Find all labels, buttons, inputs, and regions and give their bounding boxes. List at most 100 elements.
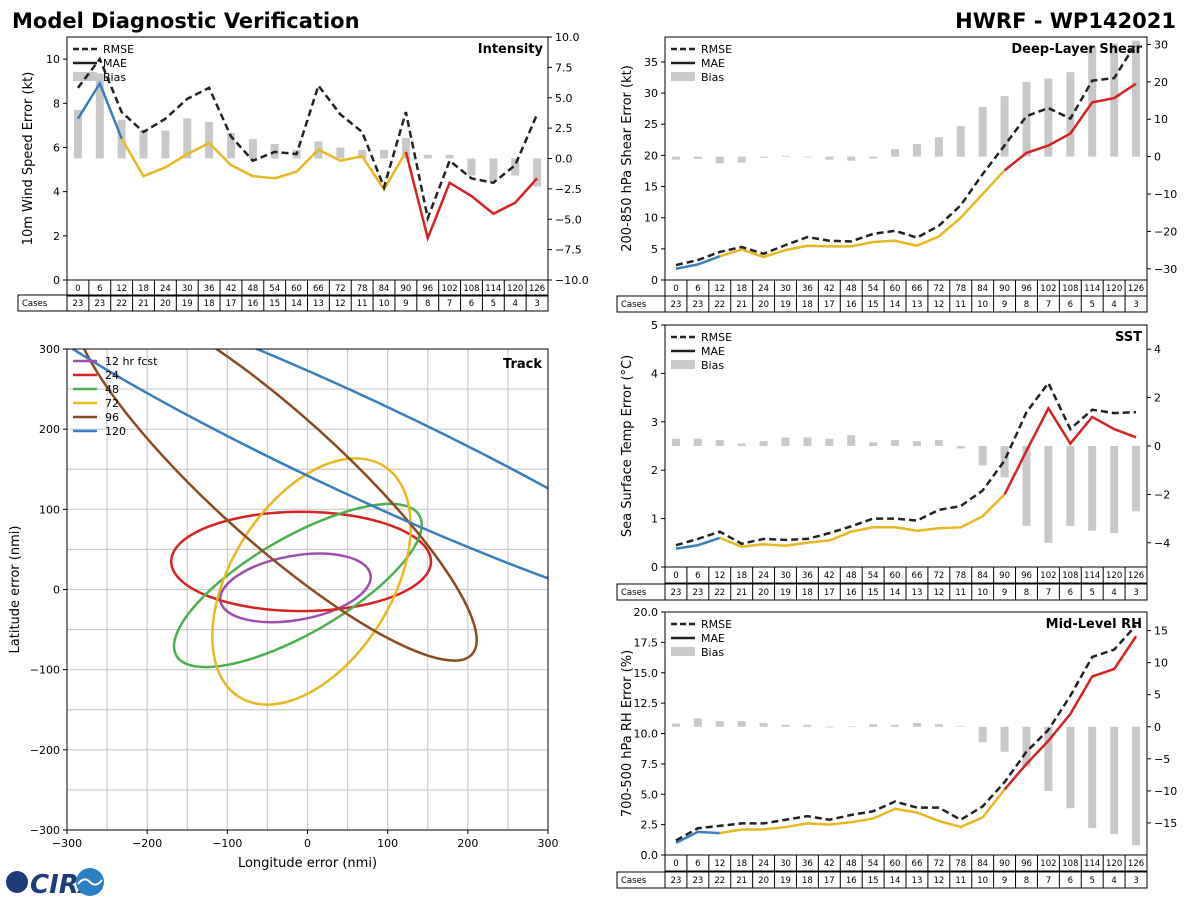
case-count-126: 3: [1133, 300, 1138, 310]
error-ellipse-24: [169, 510, 433, 613]
logo-wave-stroke: [77, 878, 103, 886]
y2-tick-label: 5: [1154, 689, 1161, 702]
hour-label-12: 12: [714, 571, 725, 581]
case-count-6: 23: [692, 876, 703, 886]
bias-bar-78: [358, 149, 367, 159]
bias-bar-108: [1066, 726, 1075, 809]
rmse-line: [76, 56, 539, 223]
bias-bar-36: [803, 724, 812, 727]
bias-bar-6: [693, 438, 702, 446]
case-count-114: 5: [491, 299, 496, 309]
case-count-18: 21: [736, 300, 747, 310]
bias-bar-0: [671, 156, 680, 160]
panel-title: Mid-Level RH: [1046, 617, 1142, 632]
hour-label-60: 60: [890, 284, 901, 294]
y-axis-label: Latitude error (nmi): [8, 526, 23, 654]
hour-label-24: 24: [758, 859, 769, 869]
y-tick-label: 35: [644, 56, 658, 69]
y2-tick-label: −7.5: [555, 244, 582, 257]
bias-bar-72: [934, 439, 943, 446]
bias-bar-36: [803, 156, 812, 158]
hour-label-84: 84: [977, 859, 988, 869]
case-count-120: 4: [1111, 876, 1116, 886]
case-count-60: 14: [890, 300, 901, 310]
legend-bias-label: Bias: [701, 359, 724, 372]
hour-label-126: 126: [529, 284, 545, 294]
x-tick-label: −300: [52, 837, 82, 850]
x-tick-label: 100: [377, 837, 398, 850]
bias-bar-54: [869, 156, 878, 159]
case-count-66: 13: [313, 299, 324, 309]
error-ellipse-48: [172, 502, 423, 669]
bias-bar-72: [934, 137, 943, 157]
bias-bar-54: [869, 724, 878, 727]
rmse-line: [675, 624, 1137, 842]
case-count-96: 8: [425, 299, 430, 309]
case-count-90: 9: [1002, 876, 1007, 886]
case-count-96: 8: [1024, 300, 1029, 310]
mae-line-segment-0: [675, 255, 721, 271]
ellipse-group: [67, 349, 548, 706]
legend-label-48: 48: [105, 383, 119, 396]
case-count-102: 7: [447, 299, 452, 309]
hour-label-90: 90: [999, 859, 1010, 869]
y2-tick-label: −15: [1154, 817, 1177, 830]
cases-row: [616, 871, 1148, 889]
hour-label-6: 6: [695, 571, 700, 581]
bias-bar-36: [205, 122, 214, 159]
hour-label-114: 114: [1084, 571, 1100, 581]
hour-label-24: 24: [160, 284, 171, 294]
hour-label-102: 102: [1040, 571, 1056, 581]
hour-label-24: 24: [758, 284, 769, 294]
hour-label-96: 96: [422, 284, 433, 294]
bias-bar-96: [423, 154, 432, 159]
y-tick-label: 5: [651, 319, 658, 332]
y-tick-label: 2: [651, 464, 658, 477]
case-count-114: 5: [1090, 876, 1095, 886]
bias-bar-96: [1022, 446, 1031, 526]
case-count-114: 5: [1090, 300, 1095, 310]
hour-label-120: 120: [507, 284, 523, 294]
bias-bar-90: [1000, 446, 1009, 478]
hour-label-0: 0: [673, 284, 678, 294]
case-count-72: 12: [933, 300, 944, 310]
bias-bar-84: [978, 726, 987, 743]
panel-title: SST: [1115, 330, 1142, 345]
case-count-18: 21: [736, 876, 747, 886]
hour-label-114: 114: [1084, 859, 1100, 869]
bias-bar-120: [1110, 446, 1119, 534]
panel-title: Track: [503, 357, 542, 372]
case-count-0: 23: [671, 300, 682, 310]
legend-bias-swatch: [671, 72, 695, 81]
x-tick-label: −200: [132, 837, 162, 850]
y-tick-label: 5: [651, 243, 658, 256]
bias-bar-102: [1044, 78, 1053, 157]
cases-row: [616, 295, 1148, 313]
y-tick-label: 2: [53, 230, 60, 243]
bias-bar-48: [847, 726, 856, 727]
bias-bar-120: [1110, 726, 1119, 834]
legend-rmse-label: RMSE: [701, 331, 732, 344]
y2-tick-label: 0: [1154, 721, 1161, 734]
case-count-54: 15: [269, 299, 280, 309]
bias-bar-66: [912, 722, 921, 727]
case-count-120: 4: [1111, 588, 1116, 598]
error-ellipse-72: [211, 457, 412, 706]
hour-label-84: 84: [977, 284, 988, 294]
hour-label-54: 54: [868, 284, 879, 294]
bias-bar-24: [759, 441, 768, 446]
bias-bar-60: [891, 724, 900, 727]
case-count-126: 3: [1133, 876, 1138, 886]
plot-frame: [664, 611, 1148, 856]
bias-bar-120: [511, 158, 520, 176]
y2-tick-label: −10: [1154, 785, 1177, 798]
y-tick-label: 15: [644, 181, 658, 194]
bias-bar-78: [956, 125, 965, 157]
case-count-60: 14: [890, 876, 901, 886]
bias-bar-30: [781, 155, 790, 157]
hour-label-78: 78: [955, 859, 966, 869]
hour-label-84: 84: [379, 284, 390, 294]
case-count-12: 22: [714, 300, 725, 310]
mae-line-segment-2: [1003, 635, 1138, 791]
